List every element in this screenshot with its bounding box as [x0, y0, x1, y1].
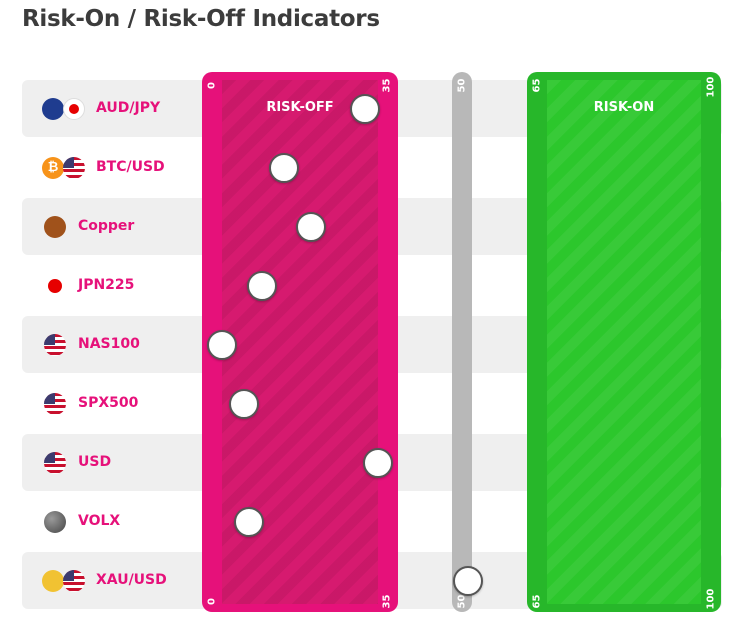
marker-aud-jpy[interactable] — [349, 93, 380, 124]
us-flag-icon — [44, 452, 66, 474]
us-flag-icon — [63, 570, 85, 592]
marker-jpn225[interactable] — [247, 270, 278, 301]
australia-flag-icon — [42, 98, 64, 120]
japan-flag-icon — [44, 275, 66, 297]
instrument-label: AUD/JPY — [96, 100, 161, 116]
instrument-label: Copper — [78, 218, 135, 234]
tick-label-35: 35 — [381, 78, 393, 93]
us-flag-icon — [44, 393, 66, 415]
tick-label-100: 100 — [705, 588, 717, 610]
risk-on-zone — [527, 72, 721, 612]
instrument-label: SPX500 — [78, 395, 139, 411]
tick-label-100: 100 — [705, 76, 717, 98]
us-flag-icon — [63, 157, 85, 179]
risk-on-label: RISK-ON — [593, 100, 655, 115]
risk-off-label: RISK-OFF — [266, 100, 334, 115]
gold-icon — [42, 570, 64, 592]
tick-label-0: 0 — [206, 598, 218, 605]
marker-nas100[interactable] — [207, 329, 237, 360]
marker-btc-usd[interactable] — [269, 152, 300, 183]
tick-label-65: 65 — [531, 78, 543, 93]
marker-xau-usd[interactable] — [452, 565, 483, 596]
instrument-label: XAU/USD — [96, 572, 167, 588]
tick-label-0: 0 — [206, 82, 218, 89]
instrument-label: USD — [78, 454, 112, 470]
instrument-label: JPN225 — [78, 277, 135, 293]
tick-label-50: 50 — [456, 78, 468, 93]
marker-usd[interactable] — [363, 447, 393, 478]
marker-spx500[interactable] — [229, 388, 260, 419]
japan-flag-icon — [63, 98, 85, 120]
instrument-label: NAS100 — [78, 336, 140, 352]
tick-label-35: 35 — [381, 594, 393, 609]
instrument-label: VOLX — [78, 513, 121, 529]
bitcoin-icon: ₿ — [42, 157, 64, 179]
globe-icon — [44, 511, 66, 533]
instrument-label: BTC/USD — [96, 159, 165, 175]
page-title: Risk-On / Risk-Off Indicators — [22, 6, 380, 32]
tick-label-65: 65 — [531, 594, 543, 609]
neutral-bar — [452, 72, 472, 612]
copper-icon — [44, 216, 66, 238]
us-flag-icon — [44, 334, 66, 356]
marker-volx[interactable] — [233, 506, 264, 537]
marker-copper[interactable] — [296, 211, 327, 242]
